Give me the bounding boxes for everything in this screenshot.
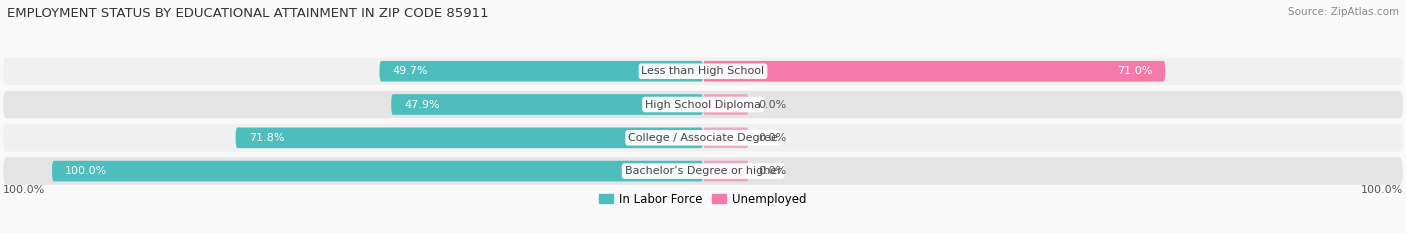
Text: 0.0%: 0.0% [758,166,786,176]
FancyBboxPatch shape [380,61,703,82]
Text: 100.0%: 100.0% [3,185,45,195]
Text: 49.7%: 49.7% [392,66,429,76]
Text: Bachelor’s Degree or higher: Bachelor’s Degree or higher [624,166,782,176]
FancyBboxPatch shape [703,161,748,182]
Text: Source: ZipAtlas.com: Source: ZipAtlas.com [1288,7,1399,17]
FancyBboxPatch shape [3,58,1403,85]
FancyBboxPatch shape [703,127,748,148]
Text: 100.0%: 100.0% [1361,185,1403,195]
Text: 0.0%: 0.0% [758,133,786,143]
FancyBboxPatch shape [703,61,1166,82]
FancyBboxPatch shape [3,91,1403,118]
Text: 47.9%: 47.9% [405,99,440,110]
Text: 71.0%: 71.0% [1116,66,1152,76]
Legend: In Labor Force, Unemployed: In Labor Force, Unemployed [595,188,811,210]
FancyBboxPatch shape [703,94,748,115]
FancyBboxPatch shape [52,161,703,182]
Text: 0.0%: 0.0% [758,99,786,110]
FancyBboxPatch shape [391,94,703,115]
Text: College / Associate Degree: College / Associate Degree [628,133,778,143]
FancyBboxPatch shape [3,158,1403,185]
FancyBboxPatch shape [3,124,1403,151]
Text: EMPLOYMENT STATUS BY EDUCATIONAL ATTAINMENT IN ZIP CODE 85911: EMPLOYMENT STATUS BY EDUCATIONAL ATTAINM… [7,7,489,20]
Text: Less than High School: Less than High School [641,66,765,76]
Text: 71.8%: 71.8% [249,133,284,143]
Text: High School Diploma: High School Diploma [645,99,761,110]
FancyBboxPatch shape [236,127,703,148]
Text: 100.0%: 100.0% [65,166,107,176]
